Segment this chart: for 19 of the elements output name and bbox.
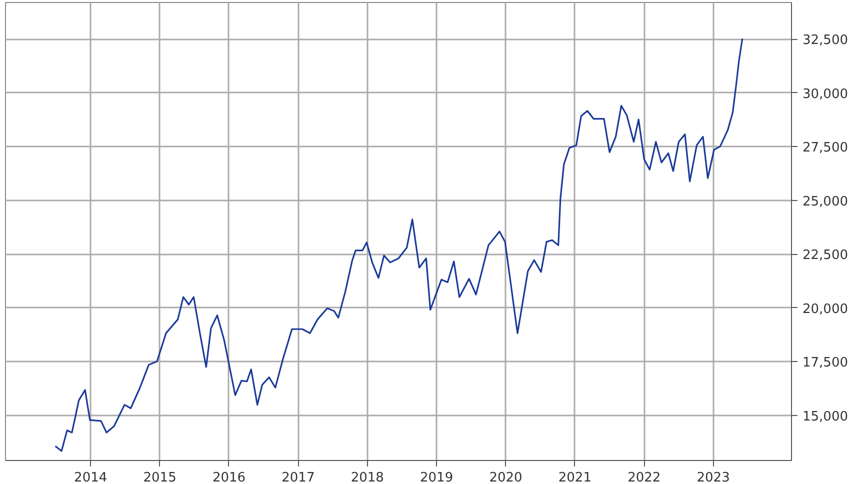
x-tick-label: 2017 (282, 470, 315, 484)
line-series (54, 38, 744, 452)
x-tick-label: 2018 (350, 470, 384, 484)
x-tick-label: 2022 (628, 470, 661, 484)
y-tick-label: 30,000 (802, 86, 848, 102)
x-tick-label: 2014 (74, 470, 108, 484)
x-tick-label: 2023 (696, 470, 730, 484)
y-tick-label: 32,500 (802, 33, 848, 48)
x-tick-label: 2016 (212, 470, 246, 484)
y-tick-label: 15,000 (802, 409, 848, 424)
y-tick-label: 22,500 (802, 248, 848, 264)
y-tick-label: 25,000 (802, 194, 848, 210)
y-tick-label: 27,500 (802, 140, 848, 156)
x-tick-label: 2020 (489, 470, 522, 484)
x-tick-label: 2019 (420, 470, 454, 484)
x-tick-label: 2015 (143, 470, 176, 484)
y-tick-label: 17,500 (802, 356, 848, 371)
y-tick-label: 20,000 (802, 302, 848, 317)
x-tick-label: 2021 (558, 470, 592, 484)
